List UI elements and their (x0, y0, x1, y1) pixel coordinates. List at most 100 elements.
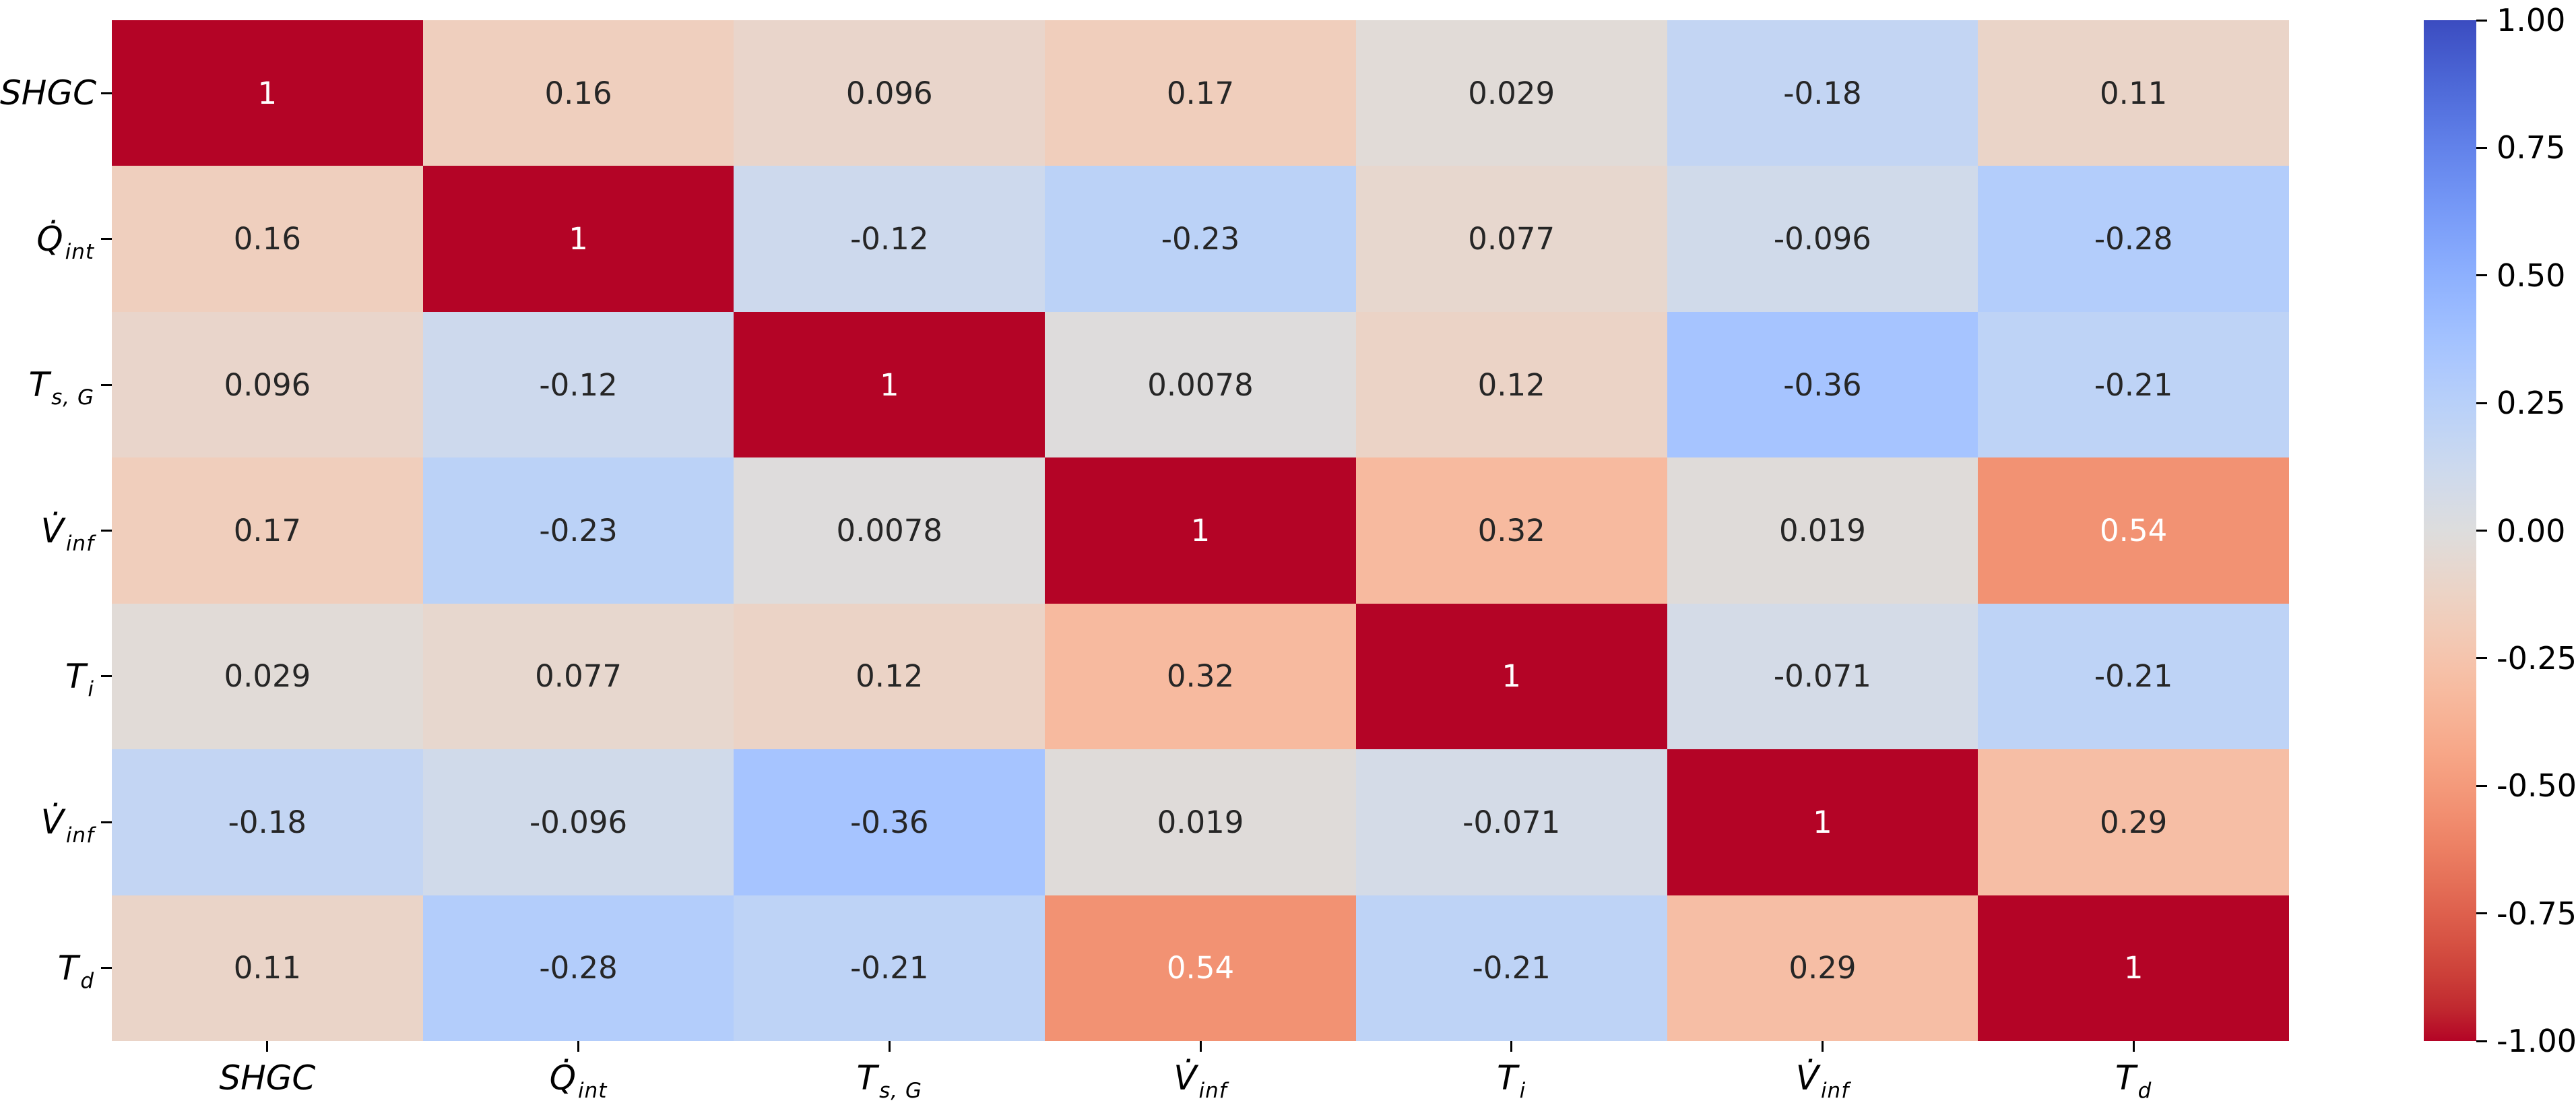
variable-subscript: inf (65, 823, 94, 848)
cell-value: -0.12 (850, 221, 929, 257)
heatmap-cell: 0.096 (112, 311, 423, 458)
heatmap-cell: -0.21 (1978, 603, 2289, 750)
cell-value: 0.29 (1789, 950, 1857, 986)
colorbar-tick (2476, 657, 2487, 660)
cell-value: 1 (257, 75, 278, 111)
heatmap-cell: 1 (112, 20, 423, 166)
cell-value: -0.096 (1773, 221, 1871, 257)
heatmap-cell: 1 (734, 311, 1045, 458)
y-axis-tick (101, 530, 112, 532)
heatmap-cell: 0.17 (1045, 20, 1356, 166)
heatmap-cell: 1 (1045, 457, 1356, 604)
variable-subscript: i (1519, 1079, 1526, 1104)
variable-symbol: T (28, 365, 50, 405)
heatmap-cell: 1 (1978, 895, 2289, 1041)
y-axis-label: Q̇int (0, 222, 94, 263)
variable-subscript: s, G (879, 1079, 922, 1104)
y-axis-label: Ti (0, 660, 94, 700)
cell-value: 0.54 (2100, 512, 2168, 548)
heatmap-cell: -0.096 (422, 749, 734, 895)
cell-value: 0.12 (856, 658, 924, 695)
cell-value: -0.21 (1472, 950, 1551, 986)
x-axis-label: Td (1978, 1061, 2288, 1102)
heatmap-cell: -0.21 (734, 895, 1045, 1041)
heatmap-cell: 0.0078 (1045, 311, 1356, 458)
cell-value: 0.096 (224, 367, 311, 403)
variable-symbol: V̇ (40, 511, 64, 550)
cell-value: 0.077 (535, 658, 622, 695)
cell-value: -0.23 (539, 512, 618, 548)
cell-value: -0.096 (529, 804, 628, 840)
variable-symbol: Q̇ (549, 1058, 577, 1098)
cell-value: 0.12 (1477, 367, 1545, 403)
heatmap-cell: 0.29 (1667, 895, 1978, 1041)
x-axis-tick (577, 1041, 580, 1052)
variable-subscript: inf (1198, 1079, 1227, 1104)
heatmap-cell: 0.029 (1355, 20, 1667, 166)
heatmap-cell: -0.28 (1978, 166, 2289, 312)
x-axis-tick (1821, 1041, 1824, 1052)
cell-value: -0.21 (2094, 658, 2173, 695)
cell-value: -0.28 (539, 950, 618, 986)
colorbar-tick-label: 0.50 (2497, 257, 2566, 294)
colorbar-tick (2476, 912, 2487, 915)
heatmap-cell: 0.32 (1045, 603, 1356, 750)
heatmap-cell: 0.077 (422, 603, 734, 750)
cell-value: -0.36 (1783, 367, 1862, 403)
y-axis-tick (101, 821, 112, 823)
x-axis-tick (1510, 1041, 1513, 1052)
cell-value: 0.096 (845, 75, 933, 111)
heatmap-cell: -0.18 (1667, 20, 1978, 166)
heatmap-cell: -0.36 (1667, 311, 1978, 458)
variable-symbol: Q̇ (36, 219, 63, 259)
cell-value: -0.071 (1462, 804, 1561, 840)
cell-value: -0.21 (2094, 367, 2173, 403)
heatmap-cell: 0.019 (1045, 749, 1356, 895)
heatmap-cell: -0.21 (1355, 895, 1667, 1041)
cell-value: 0.029 (224, 658, 311, 695)
heatmap-cell: -0.071 (1355, 749, 1667, 895)
variable-symbol: V̇ (40, 802, 64, 842)
colorbar-tick-label: -0.50 (2497, 767, 2576, 804)
heatmap-cell: 1 (1355, 603, 1667, 750)
x-axis-label: SHGC (112, 1061, 422, 1095)
cell-value: 0.0078 (836, 512, 943, 548)
cell-value: 0.17 (1166, 75, 1235, 111)
x-axis-label: Ti (1357, 1061, 1667, 1102)
x-axis-label: Ts, G (734, 1061, 1044, 1102)
x-axis-label: V̇inf (1045, 1061, 1355, 1102)
colorbar-tick (2476, 530, 2487, 532)
heatmap-cell: 0.096 (734, 20, 1045, 166)
cell-value: -0.18 (228, 804, 307, 840)
cell-value: 1 (2123, 950, 2144, 986)
y-axis-tick (101, 675, 112, 678)
cell-value: 0.11 (233, 950, 301, 986)
heatmap-cell: -0.096 (1667, 166, 1978, 312)
heatmap-cell: 0.12 (734, 603, 1045, 750)
heatmap-cell: 1 (422, 166, 734, 312)
x-axis-tick (888, 1041, 891, 1052)
heatmap-cell: -0.21 (1978, 311, 2289, 458)
cell-value: 1 (1813, 804, 1832, 840)
cell-value: 0.54 (1166, 950, 1235, 986)
heatmap-cell: -0.12 (734, 166, 1045, 312)
heatmap-cell: 0.11 (1978, 20, 2289, 166)
heatmap-cell: -0.23 (1045, 166, 1356, 312)
colorbar-tick-label: -0.25 (2497, 639, 2576, 676)
heatmap-cell: -0.23 (422, 457, 734, 604)
heatmap-cell: 1 (1667, 749, 1978, 895)
colorbar-tick-label: 0.75 (2497, 129, 2566, 166)
cell-value: 0.019 (1157, 804, 1244, 840)
heatmap-grid: 1 0.16 0.096 0.17 0.029 -0.18 0.11 0.16 1 -0.12 -0… (112, 20, 2289, 1041)
variable-subscript: d (80, 969, 94, 994)
heatmap-cell: 0.0078 (734, 457, 1045, 604)
colorbar-tick (2476, 146, 2487, 149)
cell-value: -0.36 (850, 804, 929, 840)
cell-value: 0.32 (1477, 512, 1545, 548)
heatmap-cell: -0.28 (422, 895, 734, 1041)
cell-value: -0.28 (2094, 221, 2173, 257)
colorbar-tick (2476, 1040, 2487, 1042)
heatmap-cell: -0.36 (734, 749, 1045, 895)
cell-value: -0.12 (539, 367, 618, 403)
heatmap-cell: -0.18 (112, 749, 423, 895)
